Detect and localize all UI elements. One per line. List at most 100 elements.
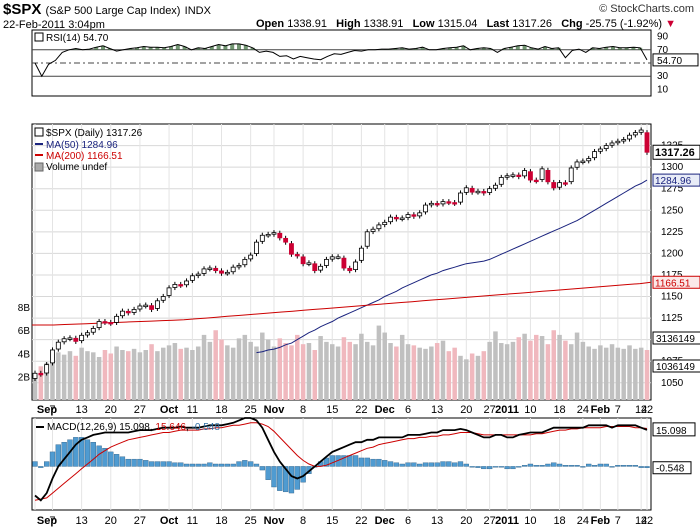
x-axis-label-upper: 18: [215, 404, 227, 416]
candle-body: [335, 256, 341, 259]
macd-histogram-bar: [224, 463, 230, 467]
candle-body: [143, 304, 149, 308]
volume-bar: [405, 344, 411, 400]
candle-body: [493, 184, 498, 189]
macd-histogram-bar: [108, 451, 114, 467]
volume-bar: [213, 330, 218, 400]
candle-body: [201, 268, 207, 274]
ma200-price-label-box: [652, 275, 700, 289]
macd-histogram-bar: [533, 465, 539, 467]
volume-bar: [609, 344, 615, 400]
rsi-tick-label: 90: [657, 32, 669, 43]
candle-body: [393, 216, 399, 220]
candle-body: [44, 364, 50, 374]
candle-body: [504, 175, 510, 178]
volume-bar: [551, 330, 556, 400]
candle-body: [545, 170, 551, 183]
ma50-legend: MA(50) 1284.96: [46, 140, 118, 151]
volume-bar: [242, 334, 248, 400]
x-axis-label-lower: 7: [49, 515, 55, 527]
candle-body: [283, 237, 289, 243]
macd-histogram-bar: [329, 455, 335, 467]
candle-body: [632, 132, 638, 136]
x-axis-label-lower: Dec: [375, 515, 395, 527]
x-axis-label-lower: 22: [355, 515, 367, 527]
candle-body: [452, 202, 458, 205]
volume-bar: [324, 341, 329, 400]
price-tick-label: 1175: [661, 270, 683, 281]
candle-body: [411, 214, 417, 217]
candle-body: [382, 221, 388, 226]
rsi-tick-label: 30: [657, 71, 669, 82]
macd-histogram-bar: [591, 465, 598, 467]
candle-body: [592, 151, 597, 159]
volume-price-label: 3136149: [656, 334, 695, 345]
high-value: 1338.91: [363, 18, 404, 30]
exchange: INDX: [184, 5, 211, 17]
candle-body: [376, 224, 382, 230]
macd-last-label-box: [652, 422, 696, 437]
x-axis-label-lower: 25: [245, 515, 257, 527]
volume-bar: [312, 350, 318, 400]
volume-bar: [85, 351, 90, 400]
volume-bar: [248, 341, 253, 400]
candle-body: [236, 265, 242, 268]
candle-body: [347, 267, 353, 272]
macd-histogram-bar: [178, 462, 184, 467]
macd-histogram-bar: [638, 466, 644, 468]
volume-bar: [108, 353, 114, 400]
candle-body: [498, 177, 504, 185]
macd-histogram-bar: [597, 463, 604, 467]
candle-body: [533, 179, 539, 183]
candle-body: [516, 174, 522, 178]
candle-body: [463, 187, 469, 193]
candle-body: [405, 214, 411, 218]
volume-bar: [149, 344, 154, 400]
volume-bar: [289, 345, 294, 400]
volume-bar: [50, 353, 55, 400]
volume-bar: [370, 345, 376, 400]
candle-body: [574, 161, 580, 168]
volume-bar: [522, 333, 527, 400]
volume-bar: [73, 355, 79, 400]
x-axis-label-lower: 13: [76, 515, 88, 527]
candle-body: [364, 231, 370, 247]
volume-bar: [56, 352, 61, 400]
volume-bar: [557, 334, 562, 400]
x-axis-label-upper: 7: [49, 404, 55, 416]
macd-histogram-bar: [475, 466, 481, 468]
volume-bar: [586, 346, 591, 400]
watermark: © StockCharts.com: [599, 3, 694, 15]
macd-histogram-bar: [78, 437, 85, 467]
volume-bar: [178, 348, 183, 400]
candle-body: [172, 284, 178, 288]
macd-histogram-bar: [265, 466, 271, 480]
macd-histogram-bar: [609, 466, 615, 468]
volume-bar: [295, 334, 300, 400]
volume-bar: [464, 359, 469, 400]
x-axis-label-lower: 6: [405, 515, 411, 527]
macd-histogram-bar: [603, 463, 609, 467]
ma50-price-label-box: [652, 173, 700, 187]
candle-body: [428, 202, 434, 206]
macd-histogram-bar: [481, 466, 487, 470]
candle-body: [166, 287, 172, 296]
volume-bar: [469, 353, 475, 400]
candle-body: [90, 328, 96, 333]
candle-body: [487, 188, 493, 193]
macd-histogram-bar: [644, 466, 650, 468]
macd-histogram-bar: [428, 462, 434, 467]
macd-histogram-bar: [113, 454, 120, 467]
volume-bar: [330, 344, 335, 400]
macd-histogram-bar: [341, 455, 347, 467]
candle-body: [388, 216, 393, 223]
volume-bar: [598, 345, 603, 400]
candle-body: [277, 232, 283, 239]
volume-bar: [79, 347, 84, 400]
candle-body: [644, 132, 650, 153]
volume-price-label-box: [652, 331, 700, 345]
macd-line: [34, 417, 648, 502]
candle-body: [67, 337, 73, 340]
